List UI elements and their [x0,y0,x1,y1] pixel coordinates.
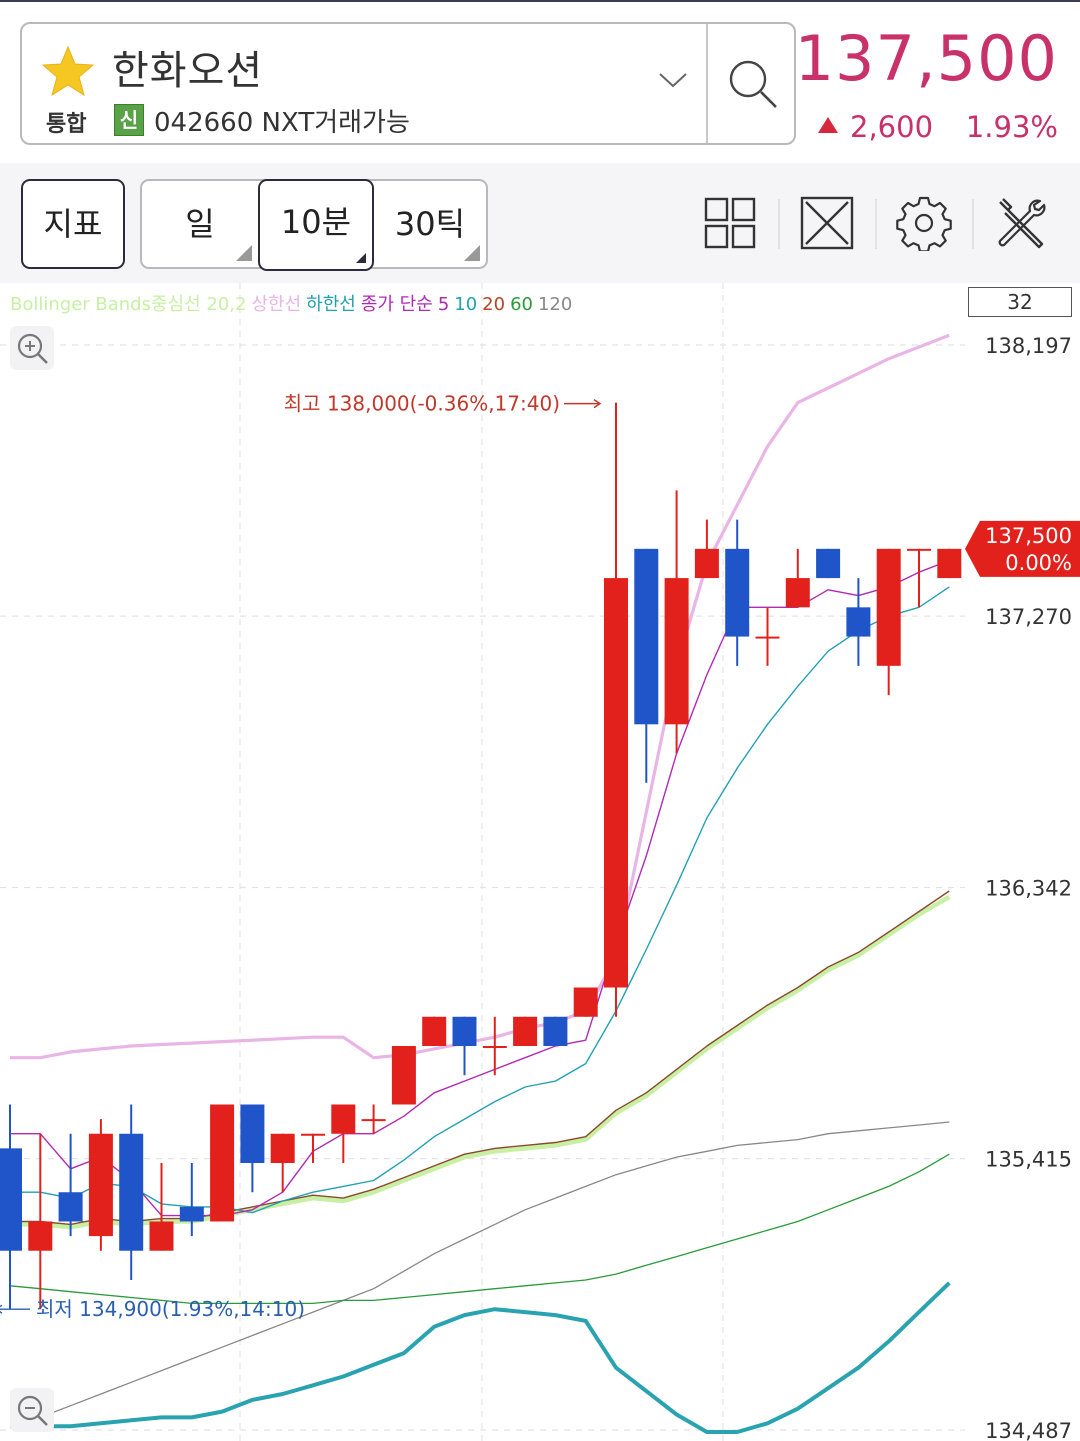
series-line-bb-upper [10,333,950,1060]
high-annotation-arrowhead [593,399,602,409]
candle-body [694,548,719,579]
series-line-ma120 [9,1121,950,1427]
credit-badge: 신 [114,104,144,136]
series-line-ma20 [10,890,950,1226]
candle-body [58,1192,83,1222]
candle-body [452,1016,477,1047]
tools-icon[interactable] [993,195,1049,251]
y-tick-label: 135,415 [985,1148,1072,1172]
period-corner-marker [236,245,252,261]
candle-body [876,548,901,666]
candle-body [664,578,689,725]
period-day-label: 일 [185,205,215,243]
candle-body [179,1206,204,1222]
period-corner-marker [356,253,366,263]
series-line-volume-line [10,1281,951,1434]
price-axis-panel [965,283,1080,1441]
candle-body [482,1046,507,1049]
zoom-out-icon[interactable] [10,1388,54,1432]
candle-body [88,1133,113,1237]
indicator-button[interactable]: 지표 [21,179,125,269]
price-change: 2,600 [818,110,933,144]
current-price: 137,500 [794,22,1058,95]
y-tick-label: 134,487 [985,1419,1072,1441]
y-tick-label: 137,270 [985,605,1072,629]
stock-name: 한화오션 [112,48,264,94]
candle-body [422,1016,447,1047]
toolbar-separator [972,199,974,249]
series-line-ma10 [10,586,950,1214]
period-day[interactable]: 일 [142,181,258,267]
top-border [0,0,1080,2]
candle-body [270,1133,295,1163]
price-change-value: 2,600 [850,110,934,144]
search-divider [706,24,708,143]
up-triangle-icon [818,117,838,133]
candle-body [210,1104,235,1222]
series-line-ma60 [9,1153,950,1305]
candle-body [331,1104,356,1134]
legend-item[interactable]: 5 [437,294,450,315]
candle-body [0,1148,22,1251]
low-annotation: 최저 134,900(1.93%,14:10) [36,1297,305,1321]
candle-body [301,1133,325,1136]
high-annotation: 최고 138,000(-0.36%,17:40) [284,392,560,416]
last-price-label: 137,500 [985,524,1072,548]
legend-item[interactable]: 10 [454,294,478,315]
market-label: 통합 [46,112,87,137]
series-line-bb-mid [10,894,951,1230]
candle-body [149,1221,174,1251]
candlestick-chart[interactable]: 138,197 137,270 136,342 135,415 134,487 최고 13… [0,283,1080,1441]
candle-body [907,548,931,551]
zoom-in-icon[interactable] [10,326,54,370]
candle-body [755,636,780,639]
legend-item[interactable]: 종가 단순 [360,294,433,315]
candle-body [846,607,871,637]
toolbar-separator [778,199,780,249]
search-icon[interactable] [708,24,796,143]
legend-item[interactable]: 상한선 [251,294,302,315]
star-icon[interactable] [40,44,96,100]
y-tick-label: 136,342 [985,877,1072,901]
candle-body [240,1104,265,1163]
period-10min-label: 10분 [280,203,352,241]
period-30tick-label: 30틱 [394,205,466,243]
candle-body [937,548,962,579]
gear-icon[interactable] [896,195,952,251]
grid-icon[interactable] [702,195,758,251]
last-price-tag [965,520,1080,577]
chart-legend: Bollinger Bands중심선 20,2 상한선 하한선 종가 단순 5 10 20 6… [10,290,577,316]
candle-body [634,548,659,725]
candle-body [543,1016,568,1047]
last-change-label: 0.00% [1005,551,1072,575]
legend-item[interactable]: 20 [482,294,506,315]
period-corner-marker [464,245,480,261]
expand-icon[interactable] [799,195,855,251]
stock-selector[interactable]: 한화오션 통합 신 042660 NXT거래가능 [20,22,796,145]
candle-body [604,578,628,988]
candle-body [361,1119,386,1122]
price-change-pct: 1.93% [965,110,1058,144]
legend-item[interactable]: 60 [510,294,533,315]
candle-body [725,548,750,637]
candle-body [119,1133,144,1251]
y-tick-label: 138,197 [985,334,1072,358]
legend-item[interactable]: 120 [537,294,573,315]
stock-code: 042660 NXT거래가능 [154,108,410,138]
period-30tick[interactable]: 30틱 [374,181,486,267]
period-selector: 일 10분 30틱 [140,179,488,271]
period-10min[interactable]: 10분 [258,179,374,271]
candle-body [816,548,841,579]
visible-count-box[interactable]: 32 [968,287,1072,317]
chevron-down-icon[interactable] [656,68,690,92]
candle-body [573,987,598,1017]
candle-body [391,1046,416,1105]
chart-toolbar: 지표 일 10분 30틱 [0,163,1080,283]
legend-item[interactable]: 하한선 [306,294,356,315]
candle-body [28,1221,53,1251]
candle-body [513,1016,538,1047]
legend-item[interactable]: Bollinger Bands중심선 20,2 [10,294,247,315]
candle-body [785,578,810,608]
toolbar-separator [875,199,877,249]
